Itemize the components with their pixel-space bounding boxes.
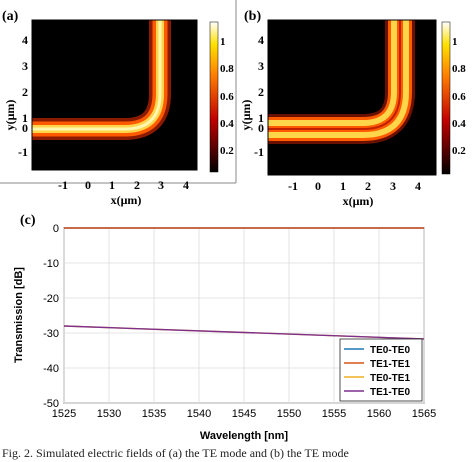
panel-b-xlabel: x(μm) — [343, 194, 374, 208]
svg-text:0.8: 0.8 — [452, 63, 466, 75]
panel-b-xticks: -1 0 1 2 3 4 — [288, 179, 421, 193]
panel-b-yticks: 4 3 2 1 0 -1 — [254, 33, 264, 159]
x-tick-label: 1530 — [97, 408, 121, 420]
panel-b-ylabel: y(μm) — [239, 100, 253, 131]
panel-c-label: (c) — [20, 213, 36, 228]
svg-text:1: 1 — [340, 179, 346, 193]
svg-text:0.6: 0.6 — [220, 91, 234, 103]
panel-a-heatmap-bg — [32, 20, 197, 170]
svg-text:2: 2 — [22, 85, 28, 99]
svg-text:0: 0 — [85, 178, 91, 192]
svg-text:3: 3 — [258, 59, 264, 73]
svg-text:0.4: 0.4 — [220, 118, 234, 130]
panel-a-xlabel: x(μm) — [111, 193, 142, 207]
panel-c-lines — [63, 227, 425, 340]
svg-text:0.6: 0.6 — [452, 91, 466, 103]
svg-text:1: 1 — [22, 111, 28, 125]
svg-text:0: 0 — [315, 179, 321, 193]
panel-a-colorbar — [209, 21, 219, 173]
svg-text:1: 1 — [109, 178, 115, 192]
panel-b-colorbar-ticks: 1 0.8 0.6 0.4 0.2 — [452, 36, 466, 157]
panel-b-colorbar — [441, 21, 451, 175]
panel-a: (a) 4 3 2 1 0 -1 y(μm) — [0, 0, 240, 212]
mode-a-peak — [32, 20, 162, 131]
panel-a-xticks: -1 0 1 2 3 4 — [58, 178, 189, 192]
svg-text:3: 3 — [22, 59, 28, 73]
svg-text:0: 0 — [22, 121, 28, 135]
x-tick-label: 1540 — [187, 408, 211, 420]
svg-text:3: 3 — [390, 179, 396, 193]
y-tick-label: -30 — [43, 328, 59, 340]
panel-c-xticks: 1525 1530 1535 1540 1545 1550 1555 1560 1565 — [52, 408, 436, 420]
legend-entry: TE1-TE1 — [370, 359, 410, 370]
svg-text:-1: -1 — [58, 178, 68, 192]
svg-text:2: 2 — [258, 85, 264, 99]
svg-text:-1: -1 — [288, 179, 298, 193]
svg-text:-1: -1 — [254, 145, 264, 159]
panel-c-ylabel: Transmission [dB] — [13, 267, 25, 363]
panel-a-yticks: 4 3 2 1 0 -1 — [18, 33, 28, 159]
svg-text:0.2: 0.2 — [452, 145, 466, 157]
svg-text:4: 4 — [415, 179, 421, 193]
svg-text:0.4: 0.4 — [452, 118, 466, 130]
x-tick-label: 1565 — [412, 408, 436, 420]
x-tick-label: 1555 — [322, 408, 346, 420]
panel-a-colorbar-ticks: 1 0.8 0.6 0.4 0.2 — [220, 36, 234, 157]
panel-a-svg: (a) 4 3 2 1 0 -1 y(μm) — [0, 0, 237, 207]
legend-entry: TE0-TE1 — [370, 373, 410, 384]
series-line-te1-te0 — [63, 325, 425, 340]
panel-c-yticks: 0 -10 -20 -30 -40 -50 — [43, 223, 59, 410]
mode-b-node — [268, 20, 401, 130]
panel-a-ylabel: y(μm) — [3, 100, 17, 131]
x-tick-label: 1550 — [277, 408, 301, 420]
panel-a-label: (a) — [2, 9, 19, 24]
panel-c: (c) 0 -10 -20 -30 -40 -50 1525 1530 1535 1540 154… — [0, 208, 474, 446]
panel-c-svg: (c) 0 -10 -20 -30 -40 -50 1525 1530 1535 1540 154… — [13, 213, 436, 442]
legend-entry: TE0-TE0 — [370, 345, 410, 356]
panel-b-svg: (b) 4 3 2 1 0 -1 y(μm) -1 0 1 2 3 4 x(μm… — [239, 9, 466, 208]
figure-caption: Fig. 2. Simulated electric fields of (a)… — [2, 446, 474, 462]
panel-a-plot — [31, 19, 198, 171]
x-tick-label: 1525 — [52, 408, 76, 420]
x-tick-label: 1535 — [142, 408, 166, 420]
svg-text:1: 1 — [220, 36, 226, 48]
svg-text:2: 2 — [365, 179, 371, 193]
panel-b-plot — [267, 19, 437, 176]
mode-b-lobe-inner — [268, 20, 397, 126]
svg-text:4: 4 — [258, 33, 264, 47]
panel-c-xlabel: Wavelength [nm] — [200, 430, 289, 442]
y-tick-label: -50 — [43, 398, 59, 410]
caption-text: Fig. 2. Simulated electric fields of (a)… — [2, 446, 349, 460]
svg-text:0: 0 — [258, 121, 264, 135]
x-tick-label: 1545 — [232, 408, 256, 420]
y-tick-label: -10 — [43, 258, 59, 270]
svg-text:3: 3 — [158, 178, 164, 192]
svg-text:0.2: 0.2 — [220, 145, 234, 157]
panel-b-label: (b) — [244, 9, 261, 24]
svg-text:1: 1 — [258, 111, 264, 125]
y-tick-label: -20 — [43, 293, 59, 305]
legend-entry: TE1-TE0 — [370, 387, 410, 398]
svg-text:4: 4 — [183, 178, 189, 192]
svg-text:4: 4 — [22, 33, 28, 47]
mode-b-lobe-outer — [268, 20, 409, 138]
svg-text:-1: -1 — [18, 145, 28, 159]
svg-text:2: 2 — [134, 178, 140, 192]
y-tick-label: -40 — [43, 363, 59, 375]
y-tick-label: 0 — [53, 223, 59, 235]
svg-text:0.8: 0.8 — [220, 63, 234, 75]
panel-c-legend: TE0-TE0 TE1-TE1 TE0-TE1 TE1-TE0 — [339, 338, 423, 402]
x-tick-label: 1560 — [367, 408, 391, 420]
svg-text:1: 1 — [452, 36, 458, 48]
panel-b: (b) 4 3 2 1 0 -1 y(μm) -1 0 1 2 3 4 x(μm… — [238, 0, 474, 212]
